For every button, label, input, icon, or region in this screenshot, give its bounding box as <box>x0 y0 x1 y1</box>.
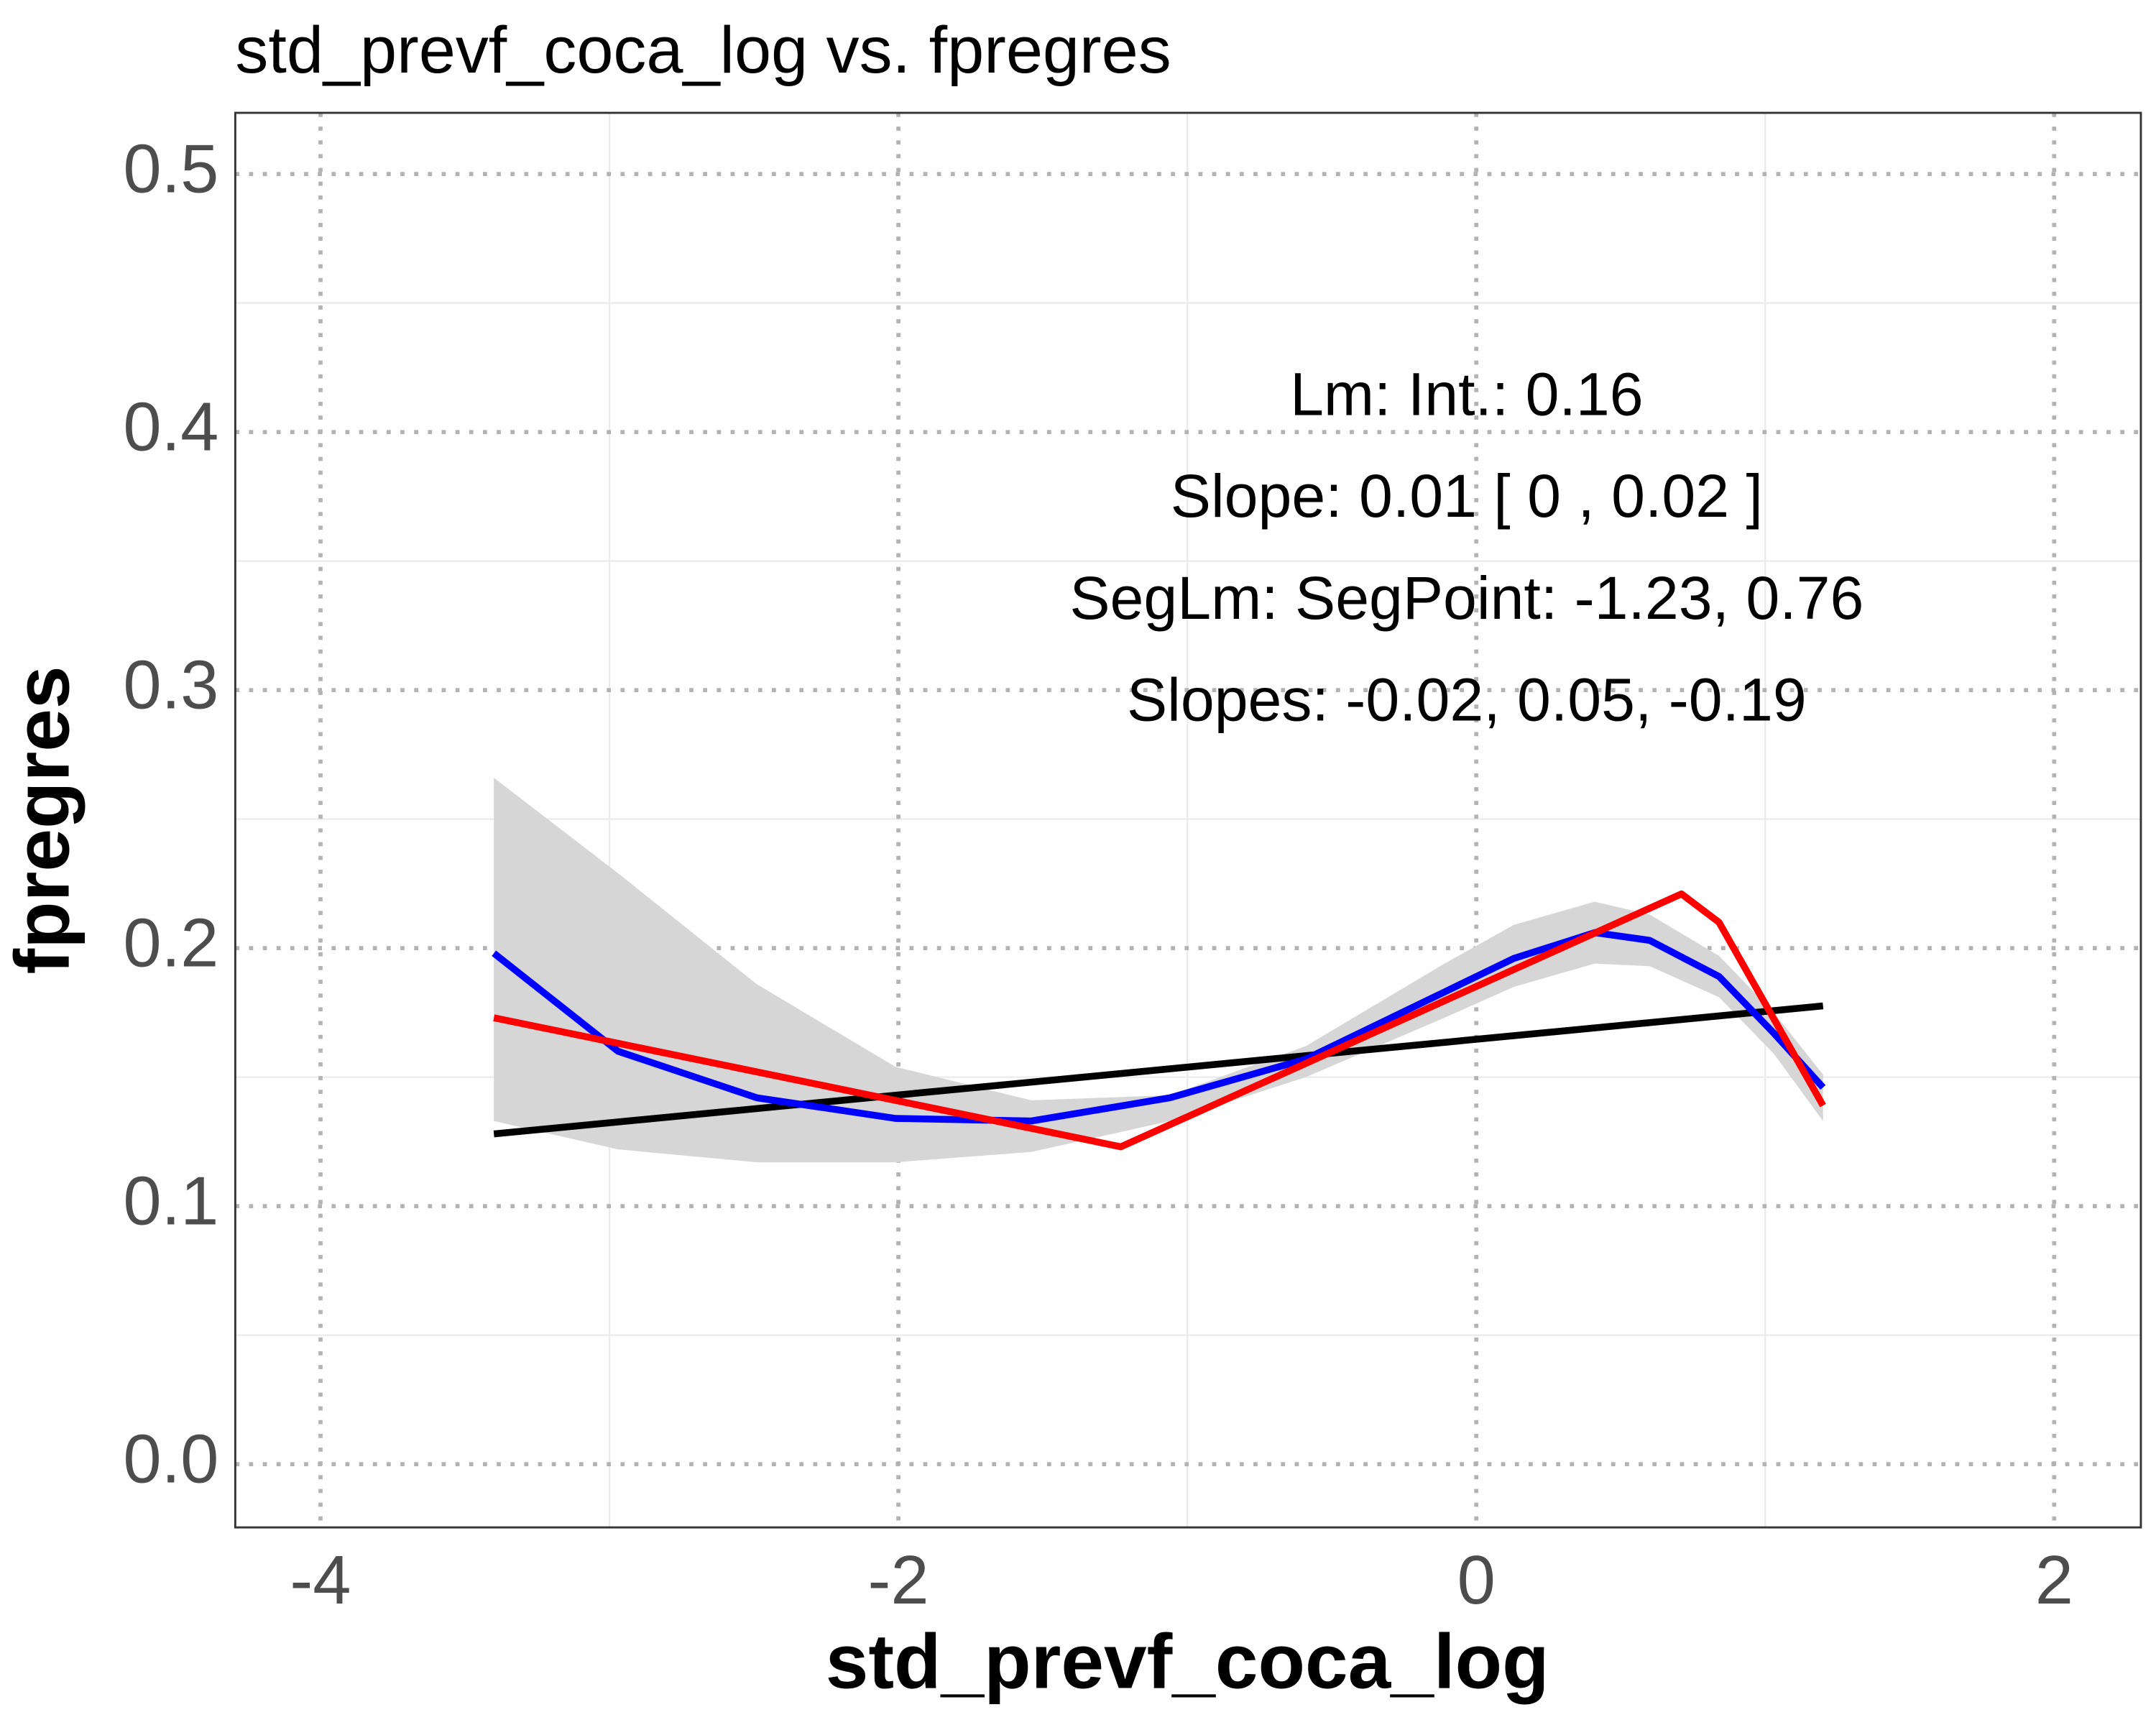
panel-border <box>234 111 2142 1529</box>
smooth-fit <box>492 929 1826 1125</box>
annotation: SegLm: SegPoint: -1.23, 0.76 <box>1069 564 1864 632</box>
x-axis-label: std_prevf_coca_log <box>826 1619 1549 1705</box>
y-tick-label: 0.0 <box>123 1420 218 1497</box>
segmented-fit <box>493 890 1826 1151</box>
linear-fit <box>493 1002 1824 1138</box>
y-axis-label: fpregres <box>0 666 85 975</box>
annotation: Slope: 0.01 [ 0 , 0.02 ] <box>1171 462 1763 530</box>
y-tick-label: 0.5 <box>123 130 218 207</box>
chart-title: std_prevf_coca_log vs. fpregres <box>235 14 1171 87</box>
x-tick-label: -2 <box>868 1542 929 1619</box>
x-tick-label: 0 <box>1457 1542 1496 1619</box>
x-tick-label: 2 <box>2035 1542 2073 1619</box>
x-tick-label: -4 <box>290 1542 351 1619</box>
y-tick-label: 0.1 <box>123 1162 218 1239</box>
annotation: Slopes: -0.02, 0.05, -0.19 <box>1127 666 1807 733</box>
annotation: Lm: Int.: 0.16 <box>1290 360 1644 428</box>
confidence-band <box>494 778 1823 1163</box>
y-tick-label: 0.2 <box>123 904 218 981</box>
y-tick-label: 0.4 <box>123 388 218 465</box>
y-tick-label: 0.3 <box>123 646 218 723</box>
